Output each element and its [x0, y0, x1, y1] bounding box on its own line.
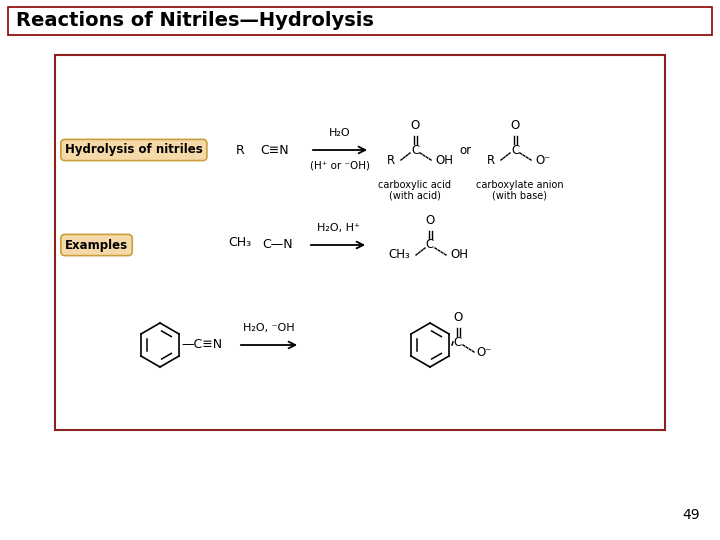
Text: (with base): (with base): [492, 190, 547, 200]
Text: carboxylic acid: carboxylic acid: [379, 180, 451, 190]
Text: OH: OH: [450, 248, 468, 261]
Text: —C≡N: —C≡N: [181, 339, 222, 352]
Text: R: R: [487, 153, 495, 166]
Text: C≡N: C≡N: [260, 144, 289, 157]
Text: O⁻: O⁻: [476, 346, 492, 359]
Text: H₂O, ⁻OH: H₂O, ⁻OH: [243, 323, 294, 333]
Text: OH: OH: [435, 153, 453, 166]
Text: O: O: [510, 119, 520, 132]
Text: Reactions of Nitriles—Hydrolysis: Reactions of Nitriles—Hydrolysis: [16, 11, 374, 30]
Text: O: O: [410, 119, 420, 132]
Text: O: O: [426, 214, 435, 227]
Text: Examples: Examples: [65, 239, 128, 252]
Text: H₂O: H₂O: [329, 128, 351, 138]
Text: C: C: [454, 335, 462, 348]
Text: CH₃: CH₃: [228, 235, 251, 248]
Text: (with acid): (with acid): [389, 190, 441, 200]
Text: C: C: [411, 144, 419, 157]
FancyBboxPatch shape: [8, 7, 712, 35]
Text: C: C: [511, 144, 519, 157]
Text: O: O: [454, 311, 463, 324]
Text: C—N: C—N: [262, 239, 292, 252]
Text: R: R: [235, 144, 244, 157]
Text: or: or: [459, 144, 471, 157]
Text: (H⁺ or ⁻OH): (H⁺ or ⁻OH): [310, 161, 370, 171]
Text: Hydrolysis of nitriles: Hydrolysis of nitriles: [65, 144, 203, 157]
Text: C: C: [426, 239, 434, 252]
Text: O⁻: O⁻: [535, 153, 551, 166]
FancyBboxPatch shape: [55, 55, 665, 430]
Text: 49: 49: [683, 508, 700, 522]
Text: R: R: [387, 153, 395, 166]
Text: carboxylate anion: carboxylate anion: [476, 180, 564, 190]
Text: CH₃: CH₃: [388, 248, 410, 261]
Text: H₂O, H⁺: H₂O, H⁺: [317, 223, 359, 233]
